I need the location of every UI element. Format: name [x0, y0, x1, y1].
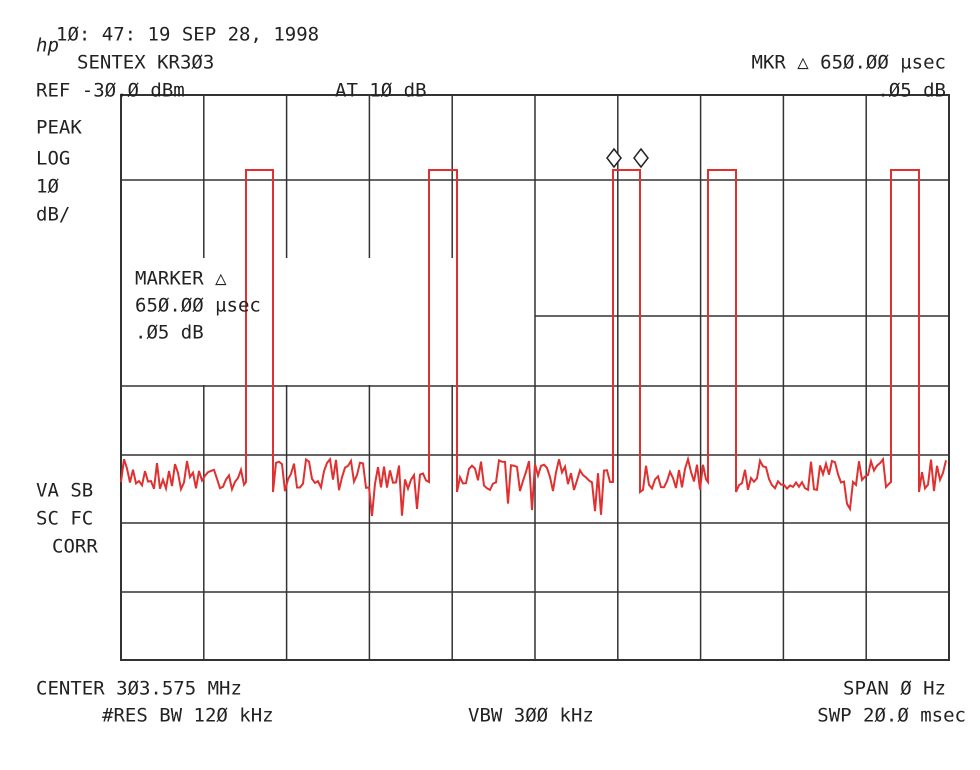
- flag-label: CORR: [52, 536, 98, 558]
- marker-box-title: MARKER △: [135, 268, 227, 290]
- span: SPAN Ø Hz: [843, 678, 946, 700]
- trace: [120, 169, 947, 517]
- reference-level: REF -3Ø.Ø dBm: [36, 80, 185, 102]
- detector-label: PEAK: [36, 117, 82, 139]
- marker-diamond: [633, 147, 649, 169]
- graticule-border: [120, 94, 950, 661]
- flag-label: SC FC: [36, 508, 93, 530]
- timestamp: 1Ø: 47: 19 SEP 28, 1998: [56, 24, 319, 46]
- scale-value: 1Ø: [36, 176, 59, 198]
- scale-type: LOG: [36, 148, 70, 170]
- resolution-bandwidth: #RES BW 12Ø kHz: [102, 705, 274, 727]
- marker-readout: MKR △ 65Ø.ØØ µsec: [752, 52, 946, 74]
- marker-diamond: [606, 147, 622, 169]
- instrument: SENTEX KR3Ø3: [77, 52, 214, 74]
- marker-level: .Ø5 dB: [877, 80, 946, 102]
- logo: hp: [36, 35, 59, 57]
- flag-label: VA SB: [36, 480, 93, 502]
- scale-unit: dB/: [36, 204, 70, 226]
- marker-box-time: 65Ø.ØØ µsec: [135, 295, 261, 317]
- attenuation: AT 1Ø dB: [335, 80, 427, 102]
- marker-box-bg: [123, 258, 534, 385]
- video-bandwidth: VBW 3ØØ kHz: [468, 705, 594, 727]
- marker-diamonds: [606, 147, 649, 169]
- marker-box-level: .Ø5 dB: [135, 322, 204, 344]
- sweep-time: SWP 2Ø.Ø msec: [817, 705, 966, 727]
- center-frequency: CENTER 3Ø3.575 MHz: [36, 678, 242, 700]
